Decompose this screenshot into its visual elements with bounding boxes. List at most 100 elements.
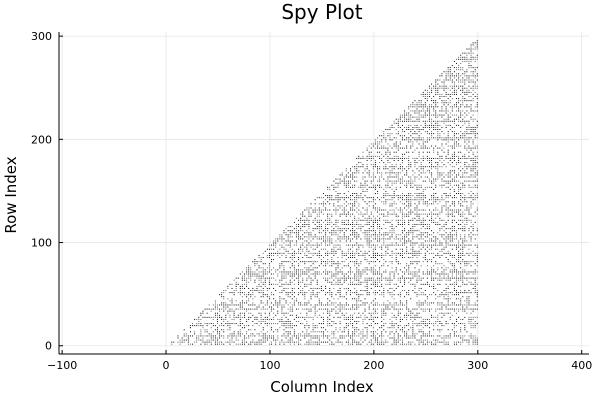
nonzero-point <box>262 275 264 277</box>
nonzero-point <box>258 343 260 345</box>
nonzero-point <box>354 232 356 234</box>
nonzero-point <box>408 199 410 201</box>
nonzero-point <box>366 157 368 159</box>
nonzero-point <box>368 145 370 147</box>
nonzero-point <box>233 290 235 292</box>
nonzero-point <box>470 219 472 221</box>
nonzero-point <box>399 248 401 250</box>
nonzero-point <box>406 197 408 199</box>
nonzero-point <box>441 143 443 145</box>
nonzero-point <box>408 230 410 232</box>
nonzero-point <box>221 325 223 327</box>
nonzero-point <box>401 242 403 244</box>
nonzero-point <box>368 250 370 252</box>
nonzero-point <box>306 250 308 252</box>
nonzero-point <box>310 339 312 341</box>
nonzero-point <box>337 341 339 343</box>
nonzero-point <box>308 308 310 310</box>
nonzero-point <box>464 308 466 310</box>
nonzero-point <box>343 178 345 180</box>
nonzero-point <box>466 296 468 298</box>
nonzero-point <box>349 244 352 246</box>
nonzero-point <box>466 331 468 333</box>
nonzero-point <box>374 292 376 294</box>
nonzero-point <box>231 292 233 294</box>
nonzero-point <box>231 308 233 310</box>
nonzero-point <box>414 283 416 285</box>
nonzero-point <box>275 304 277 306</box>
nonzero-point <box>381 325 383 327</box>
nonzero-point <box>310 246 312 248</box>
nonzero-point <box>395 343 397 345</box>
nonzero-point <box>443 341 445 343</box>
nonzero-point <box>437 199 439 201</box>
nonzero-point <box>474 341 476 343</box>
nonzero-point <box>404 252 406 254</box>
nonzero-point <box>327 236 329 238</box>
nonzero-point <box>445 223 447 225</box>
nonzero-point <box>476 343 478 345</box>
nonzero-point <box>325 261 327 263</box>
nonzero-point <box>347 186 349 188</box>
nonzero-point <box>404 213 406 215</box>
nonzero-point <box>460 145 462 147</box>
nonzero-point <box>364 271 366 273</box>
nonzero-point <box>458 304 460 306</box>
nonzero-point <box>204 335 206 337</box>
nonzero-point <box>268 283 270 285</box>
nonzero-point <box>329 252 331 254</box>
nonzero-point <box>349 277 352 279</box>
nonzero-point <box>424 248 426 250</box>
nonzero-point <box>464 180 466 182</box>
nonzero-point <box>316 228 318 230</box>
nonzero-point <box>466 219 468 221</box>
nonzero-point <box>223 331 225 333</box>
nonzero-point <box>349 314 352 316</box>
nonzero-point <box>356 201 358 203</box>
nonzero-point <box>354 331 356 333</box>
nonzero-point <box>387 341 389 343</box>
nonzero-point <box>329 188 331 190</box>
nonzero-point <box>287 226 289 228</box>
nonzero-point <box>383 341 385 343</box>
nonzero-point <box>462 186 464 188</box>
nonzero-point <box>366 180 368 182</box>
nonzero-point <box>360 304 362 306</box>
nonzero-point <box>298 275 300 277</box>
nonzero-point <box>460 304 462 306</box>
nonzero-point <box>316 213 318 215</box>
nonzero-point <box>383 234 385 236</box>
nonzero-point <box>306 207 308 209</box>
nonzero-point <box>422 151 424 153</box>
nonzero-point <box>273 304 275 306</box>
nonzero-point <box>374 261 376 263</box>
nonzero-point <box>414 176 416 178</box>
nonzero-point <box>431 252 433 254</box>
nonzero-point <box>408 323 410 325</box>
nonzero-point <box>472 327 474 329</box>
nonzero-point <box>418 238 420 240</box>
nonzero-point <box>316 331 318 333</box>
nonzero-point <box>418 261 420 263</box>
nonzero-point <box>445 205 447 207</box>
nonzero-point <box>325 271 327 273</box>
nonzero-point <box>422 283 424 285</box>
nonzero-point <box>368 230 370 232</box>
nonzero-point <box>462 308 464 310</box>
nonzero-point <box>308 310 310 312</box>
nonzero-point <box>320 228 322 230</box>
nonzero-point <box>464 155 466 157</box>
nonzero-point <box>401 304 403 306</box>
nonzero-point <box>310 244 312 246</box>
nonzero-point <box>418 300 420 302</box>
nonzero-point <box>441 329 443 331</box>
nonzero-point <box>285 250 287 252</box>
nonzero-point <box>241 333 243 335</box>
nonzero-point <box>381 234 383 236</box>
nonzero-point <box>281 320 283 322</box>
nonzero-point <box>287 318 289 320</box>
nonzero-point <box>318 256 320 259</box>
nonzero-point <box>476 252 478 254</box>
nonzero-point <box>256 318 258 320</box>
nonzero-point <box>349 281 352 283</box>
